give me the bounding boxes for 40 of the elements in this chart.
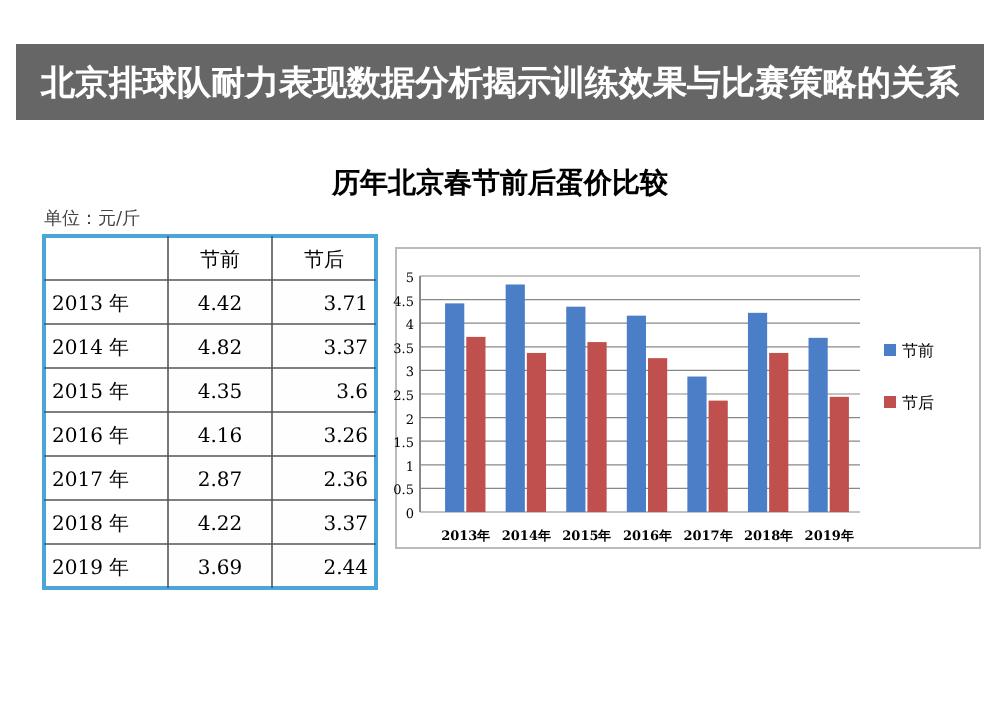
y-tick-label: 2018 年 [52, 512, 130, 536]
bar [505, 284, 525, 512]
chart-subtitle: 单位：元/斤 [44, 208, 141, 230]
y-tick-label: 2019 年 [52, 556, 130, 580]
data-label: 2.87 [197, 470, 243, 492]
data-label: 3.71 [323, 294, 368, 316]
bar [526, 352, 547, 512]
data-label: 3.6 [336, 382, 368, 404]
y-tick-label: 2015 年 [52, 380, 130, 404]
y-tick-label: 2017 年 [52, 468, 130, 492]
data-label: 4.22 [197, 514, 243, 536]
bar [829, 396, 849, 512]
bar [687, 376, 707, 512]
bar [708, 400, 728, 512]
data-label: 3.26 [323, 426, 368, 448]
bar [648, 358, 668, 512]
legend-label: 节后 [902, 394, 934, 412]
data-label: 4.82 [197, 338, 243, 360]
bar [808, 337, 828, 512]
chart-title: 历年北京春节前后蛋价比较 [330, 166, 670, 200]
text: 北京排球队耐力表现数据分析揭示训练效果与比赛策略的关系 [39, 64, 961, 104]
data-label: 2.36 [323, 470, 368, 492]
data-label: 4.16 [197, 426, 243, 448]
bar [769, 352, 789, 512]
bar [626, 315, 646, 512]
data-label: 4.42 [197, 294, 243, 316]
data-label: 2.44 [323, 558, 368, 580]
bar [587, 342, 607, 512]
data-label: 3.37 [323, 338, 368, 360]
data-label: 3.37 [323, 514, 368, 536]
bar [466, 336, 486, 512]
y-tick-label: 2016 年 [52, 424, 130, 448]
y-tick-label: 2013 年 [52, 292, 130, 316]
bar [566, 306, 586, 512]
y-tick-label: 2014 年 [52, 336, 130, 360]
bar [445, 303, 465, 512]
bar [747, 312, 768, 512]
data-label: 3.69 [197, 558, 243, 580]
data-label: 4.35 [197, 382, 243, 404]
legend-label: 节前 [902, 342, 934, 360]
